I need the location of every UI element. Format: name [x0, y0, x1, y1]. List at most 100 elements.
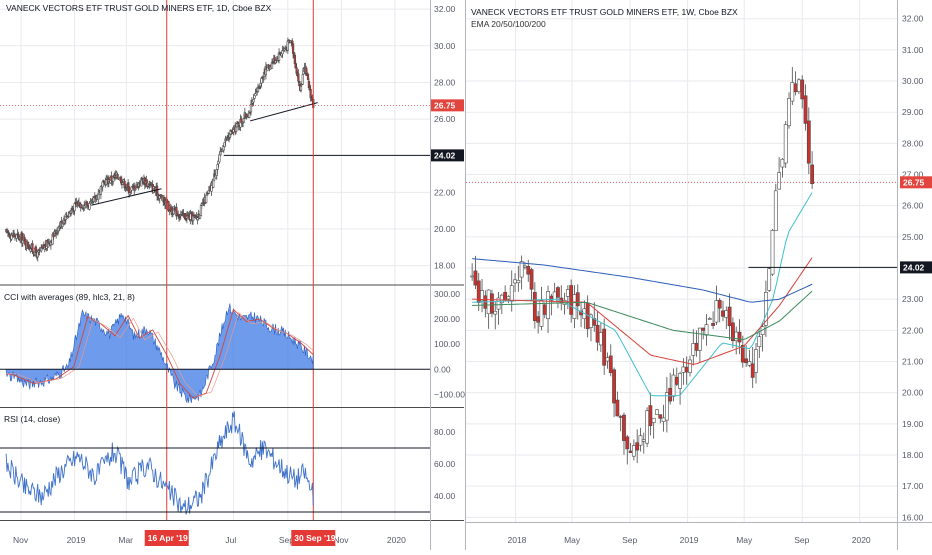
candle-body	[651, 417, 656, 423]
candle-body	[503, 291, 508, 300]
cci-tick: 100.00	[434, 339, 460, 349]
candle-body	[773, 190, 778, 232]
trendline	[249, 102, 318, 122]
candle-body	[249, 104, 253, 113]
candle-body	[767, 268, 772, 291]
candle-body	[605, 357, 610, 362]
candle-body	[744, 358, 749, 363]
candle-body	[628, 450, 633, 453]
candle-body	[493, 310, 498, 315]
cci-area	[5, 303, 314, 404]
rsi-tick: 40.00	[434, 491, 456, 501]
right-time-tick: 2019	[680, 535, 699, 545]
candle-body	[711, 323, 715, 326]
candle-body	[17, 233, 20, 236]
left-level-badge-label: 24.02	[434, 150, 456, 160]
candle-body	[516, 280, 521, 284]
cci-title: CCI with averages (89, hlc3, 21, 8)	[4, 292, 135, 302]
candle-body	[658, 414, 663, 419]
left-price-tick: 26.00	[434, 114, 456, 124]
left-time-tick: Nov	[13, 535, 29, 545]
candle-body	[539, 299, 544, 327]
candle-body	[252, 99, 255, 103]
candle-body	[270, 61, 274, 69]
rsi-line	[5, 411, 314, 515]
candle-body	[526, 266, 531, 275]
right-price-tick: 32.00	[902, 14, 924, 24]
candle-body	[800, 79, 805, 100]
right-time-tick: 2018	[508, 535, 527, 545]
candle-body	[747, 361, 752, 366]
candle-body	[806, 120, 811, 164]
candle-body	[618, 416, 623, 418]
candle-body	[615, 399, 620, 417]
candle-body	[803, 95, 808, 124]
date-marker-badge	[144, 530, 189, 546]
candle-body	[787, 98, 791, 127]
right-price-tick: 31.00	[902, 45, 924, 55]
candle-body	[56, 231, 60, 234]
ema-line-3	[472, 290, 813, 341]
candle-body	[506, 296, 511, 300]
candle-body	[770, 230, 775, 275]
left-price-tick: 28.00	[434, 77, 456, 87]
right-last-price-badge	[900, 176, 932, 189]
candle-body	[704, 324, 709, 336]
candle-body	[595, 324, 600, 343]
left-price-tick: 22.00	[434, 187, 456, 197]
left-time-tick: Mar	[118, 535, 133, 545]
candle-body	[810, 164, 815, 185]
cci-tick: 300.00	[434, 289, 460, 299]
candle-body	[797, 79, 801, 92]
candle-body	[256, 86, 260, 92]
date-marker-label: 30 Sep '19	[294, 533, 336, 543]
candle-body	[664, 392, 669, 421]
candle-body	[470, 275, 475, 278]
candle-body	[297, 73, 300, 82]
right-time-tick: May	[736, 535, 753, 545]
date-marker-label: 16 Apr '19	[148, 533, 188, 543]
right-level-badge-label: 24.02	[903, 262, 925, 272]
candle-body	[727, 306, 732, 327]
rsi-tick: 60.00	[434, 459, 456, 469]
candle-body	[737, 331, 742, 343]
candle-body	[205, 194, 208, 203]
candle-body	[721, 310, 725, 317]
candle-body	[668, 387, 673, 402]
candle-body	[734, 331, 739, 341]
candle-body	[681, 366, 686, 373]
candle-body	[641, 439, 646, 442]
candle-body	[645, 410, 649, 444]
right-price-tick: 26.00	[902, 201, 924, 211]
candle-body	[648, 405, 653, 427]
left-price-tick: 18.00	[434, 261, 456, 271]
candle-body	[523, 265, 527, 268]
left-last-price-badge	[431, 99, 464, 112]
candle-body	[740, 345, 745, 363]
candle-body	[691, 343, 696, 356]
candle-body	[697, 327, 702, 351]
candle-body	[684, 366, 689, 373]
candle-body	[509, 285, 514, 302]
right-price-tick: 23.00	[902, 294, 924, 304]
candle-body	[793, 83, 798, 93]
candle-body	[175, 206, 178, 217]
candle-body	[671, 374, 676, 397]
candle-body	[536, 316, 541, 323]
candle-body	[301, 74, 304, 85]
right-price-tick: 30.00	[902, 76, 924, 86]
candle-body	[546, 291, 550, 320]
candle-body	[701, 327, 706, 331]
right-candles	[470, 67, 815, 465]
candle-body	[777, 172, 782, 190]
right-price-tick: 27.00	[902, 170, 924, 180]
ema-line-2	[472, 257, 813, 365]
candle-body	[724, 310, 729, 318]
candle-body	[688, 359, 692, 373]
right-price-tick: 20.00	[902, 388, 924, 398]
trendline	[91, 188, 162, 206]
right-price-tick: 25.00	[902, 232, 924, 242]
candle-body	[116, 174, 119, 178]
candle-body	[128, 192, 131, 196]
right-price-tick: 16.00	[902, 512, 924, 522]
